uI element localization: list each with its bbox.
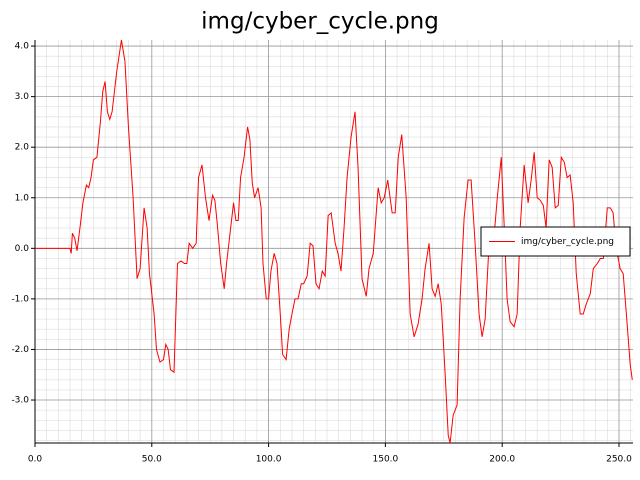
y-tick-label: 1.0	[15, 193, 30, 203]
y-tick-label: 3.0	[15, 92, 30, 102]
y-tick-label: 4.0	[15, 42, 30, 52]
y-tick-label: 2.0	[15, 143, 30, 153]
y-tick-label: -1.0	[11, 294, 29, 304]
x-tick-label: 0.0	[28, 455, 43, 465]
data-line	[35, 39, 633, 444]
x-tick-label: 200.0	[489, 455, 515, 465]
y-tick-label: -3.0	[11, 396, 29, 406]
y-tick-label: 0.0	[15, 244, 30, 254]
x-tick-label: 50.0	[142, 455, 162, 465]
x-tick-label: 250.0	[606, 455, 632, 465]
legend-label: img/cyber_cycle.png	[521, 237, 614, 247]
x-tick-label: 150.0	[373, 455, 399, 465]
x-tick-label: 100.0	[256, 455, 282, 465]
y-tick-label: -2.0	[11, 345, 29, 355]
chart-title: img/cyber_cycle.png	[201, 9, 439, 35]
